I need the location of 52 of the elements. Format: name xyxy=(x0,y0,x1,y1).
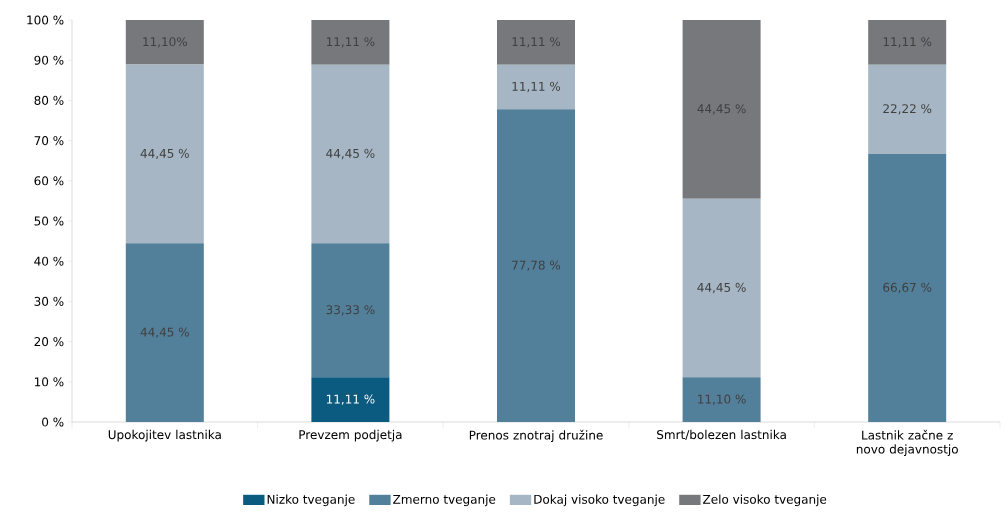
data-label: 44,45 % xyxy=(140,327,189,338)
data-label: 66,67 % xyxy=(883,282,932,294)
data-label: 11,10% xyxy=(143,37,188,48)
data-label: 77,78 % xyxy=(512,260,561,271)
y-tick-label: 90 % xyxy=(34,55,64,65)
bar xyxy=(682,377,761,422)
bar xyxy=(311,20,390,65)
bar xyxy=(125,20,204,65)
data-label: 44,45 % xyxy=(140,148,189,160)
x-tick-label: Prevzem podjetja xyxy=(299,429,402,442)
bar xyxy=(497,20,575,65)
bar xyxy=(311,243,390,378)
data-label: 11,10 % xyxy=(698,394,746,405)
data-label: 44,45 % xyxy=(697,282,746,294)
bar xyxy=(682,20,761,199)
data-label: 11,11 % xyxy=(512,37,561,48)
y-tick-label: 40 % xyxy=(34,256,64,266)
bar xyxy=(311,64,390,244)
data-label: 22,22 % xyxy=(883,104,932,115)
data-label: 44,45 % xyxy=(326,148,375,160)
bar xyxy=(868,153,947,422)
bar xyxy=(868,64,947,154)
x-tick-label: Upokojitev lastnika xyxy=(108,429,221,442)
legend-label: Zmerno tveganje xyxy=(393,494,496,507)
y-tick-label: 30 % xyxy=(34,296,64,306)
y-tick-label: 0 % xyxy=(42,417,64,427)
legend-label: Dokaj visoko tveganje xyxy=(534,494,665,507)
y-tick-label: 50 % xyxy=(34,216,64,226)
legend-label: Zelo visoko tveganje xyxy=(703,494,827,507)
x-tick-label: Smrt/bolezen lastnika xyxy=(657,429,786,441)
bar xyxy=(497,109,575,422)
y-tick-label: 100 % xyxy=(27,15,64,25)
data-label: 33,33 % xyxy=(326,305,375,316)
bar xyxy=(868,20,947,65)
bar xyxy=(125,243,204,422)
y-tick-label: 80 % xyxy=(34,95,64,105)
y-tick-label: 70 % xyxy=(34,136,64,146)
x-tick-label: Lastnik začne z novo dejavnostjo xyxy=(856,429,958,456)
bar xyxy=(497,64,575,110)
data-label: 11,11 % xyxy=(326,37,375,48)
bar xyxy=(311,377,390,422)
data-label: 44,45 % xyxy=(697,104,746,115)
legend-label: Nizko tveganje xyxy=(267,494,355,507)
data-label: 11,11 % xyxy=(883,37,932,48)
data-label: 11,11 % xyxy=(326,394,375,405)
data-label: 11,11 % xyxy=(512,81,561,93)
bar xyxy=(125,64,204,244)
x-tick-label: Prenos znotraj družine xyxy=(469,429,603,442)
y-tick-label: 60 % xyxy=(34,176,64,186)
y-tick-label: 10 % xyxy=(34,377,64,387)
y-tick-label: 20 % xyxy=(34,337,64,347)
bar xyxy=(682,198,761,378)
